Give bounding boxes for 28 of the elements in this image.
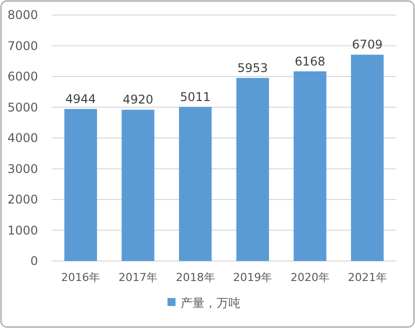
y-tick-label: 1000: [7, 223, 38, 238]
x-tick-label: 2018年: [176, 271, 215, 284]
bar: [350, 54, 384, 261]
bar: [64, 108, 98, 261]
x-tick-label: 2016年: [61, 271, 100, 284]
y-tick-label: 7000: [7, 38, 38, 53]
bar: [122, 110, 154, 261]
x-tick-label: 2021年: [348, 271, 387, 284]
y-tick-label: 0: [30, 254, 38, 268]
y-tick-label: 3000: [7, 162, 38, 176]
y-tick-label: 5000: [7, 100, 38, 114]
data-label: 6168: [294, 54, 326, 68]
x-tick-label: 2019年: [233, 271, 272, 284]
bar: [294, 71, 326, 261]
legend-label: 产量，万吨: [180, 296, 240, 310]
bar: [236, 78, 270, 261]
y-tick-label: 8000: [7, 8, 38, 22]
y-tick-label: 6000: [7, 70, 38, 84]
data-label: 6709: [352, 38, 383, 52]
data-label: 4920: [122, 92, 154, 107]
data-label: 4944: [65, 92, 96, 106]
y-tick-label: 2000: [7, 192, 38, 206]
x-tick-label: 2017年: [118, 271, 158, 284]
y-tick-label: 4000: [7, 131, 38, 145]
x-tick-label: 2020年: [290, 271, 330, 284]
bar: [178, 106, 212, 261]
data-label: 5953: [237, 60, 268, 75]
data-label: 5011: [180, 90, 211, 104]
